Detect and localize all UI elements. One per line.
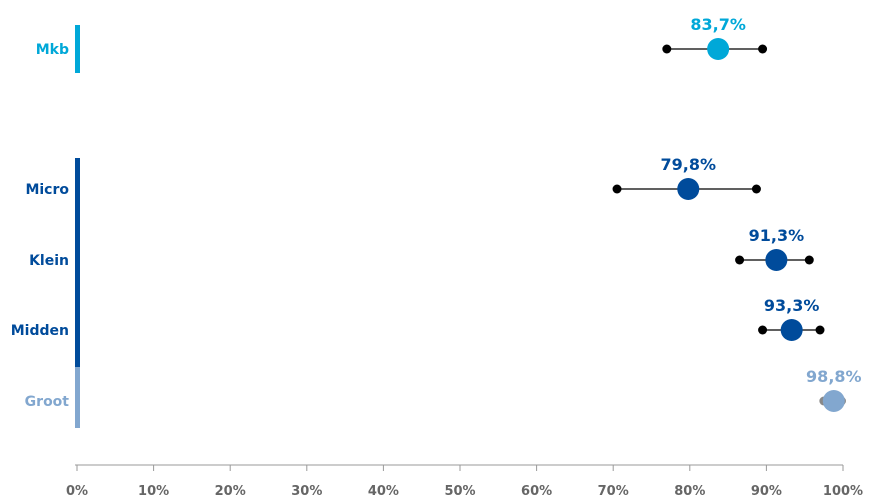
error-bar-high-point — [815, 325, 825, 335]
x-tick-label: 80% — [674, 484, 705, 499]
x-tick-label: 60% — [521, 484, 552, 499]
data-point — [765, 249, 788, 271]
category-bar-mkb — [75, 25, 80, 73]
data-label: 83,7% — [690, 15, 746, 34]
data-label: 93,3% — [764, 296, 820, 315]
data-point — [677, 178, 700, 200]
error-bar-high-point — [804, 255, 814, 265]
x-tick-label: 40% — [368, 484, 399, 499]
category-bar-size-classes — [75, 158, 80, 367]
error-bar-low-point — [735, 255, 745, 265]
x-tick-label: 20% — [215, 484, 246, 499]
error-bar-low-point — [612, 184, 622, 194]
data-label: 91,3% — [749, 226, 805, 245]
data-point — [707, 38, 730, 60]
x-tick-label: 10% — [138, 484, 169, 499]
data-point — [780, 319, 803, 341]
x-tick-label: 100% — [823, 484, 863, 499]
data-label: 79,8% — [661, 155, 717, 174]
category-label: Groot — [25, 394, 70, 410]
data-label: 98,8% — [806, 367, 862, 386]
category-label: Mkb — [36, 42, 69, 58]
x-tick-label: 30% — [291, 484, 322, 499]
error-bar-low-point — [758, 325, 768, 335]
x-tick-label: 50% — [444, 484, 475, 499]
category-label: Klein — [29, 253, 69, 269]
x-tick-label: 70% — [598, 484, 629, 499]
error-bar-high-point — [758, 44, 768, 54]
error-bar-low-point — [662, 44, 672, 54]
category-label: Micro — [25, 182, 69, 198]
category-label: Midden — [11, 323, 69, 339]
category-bar-groot — [75, 367, 80, 428]
error-bar-high-point — [751, 184, 761, 194]
x-tick-label: 90% — [751, 484, 782, 499]
x-tick-label: 0% — [66, 484, 88, 499]
data-point — [822, 390, 845, 412]
